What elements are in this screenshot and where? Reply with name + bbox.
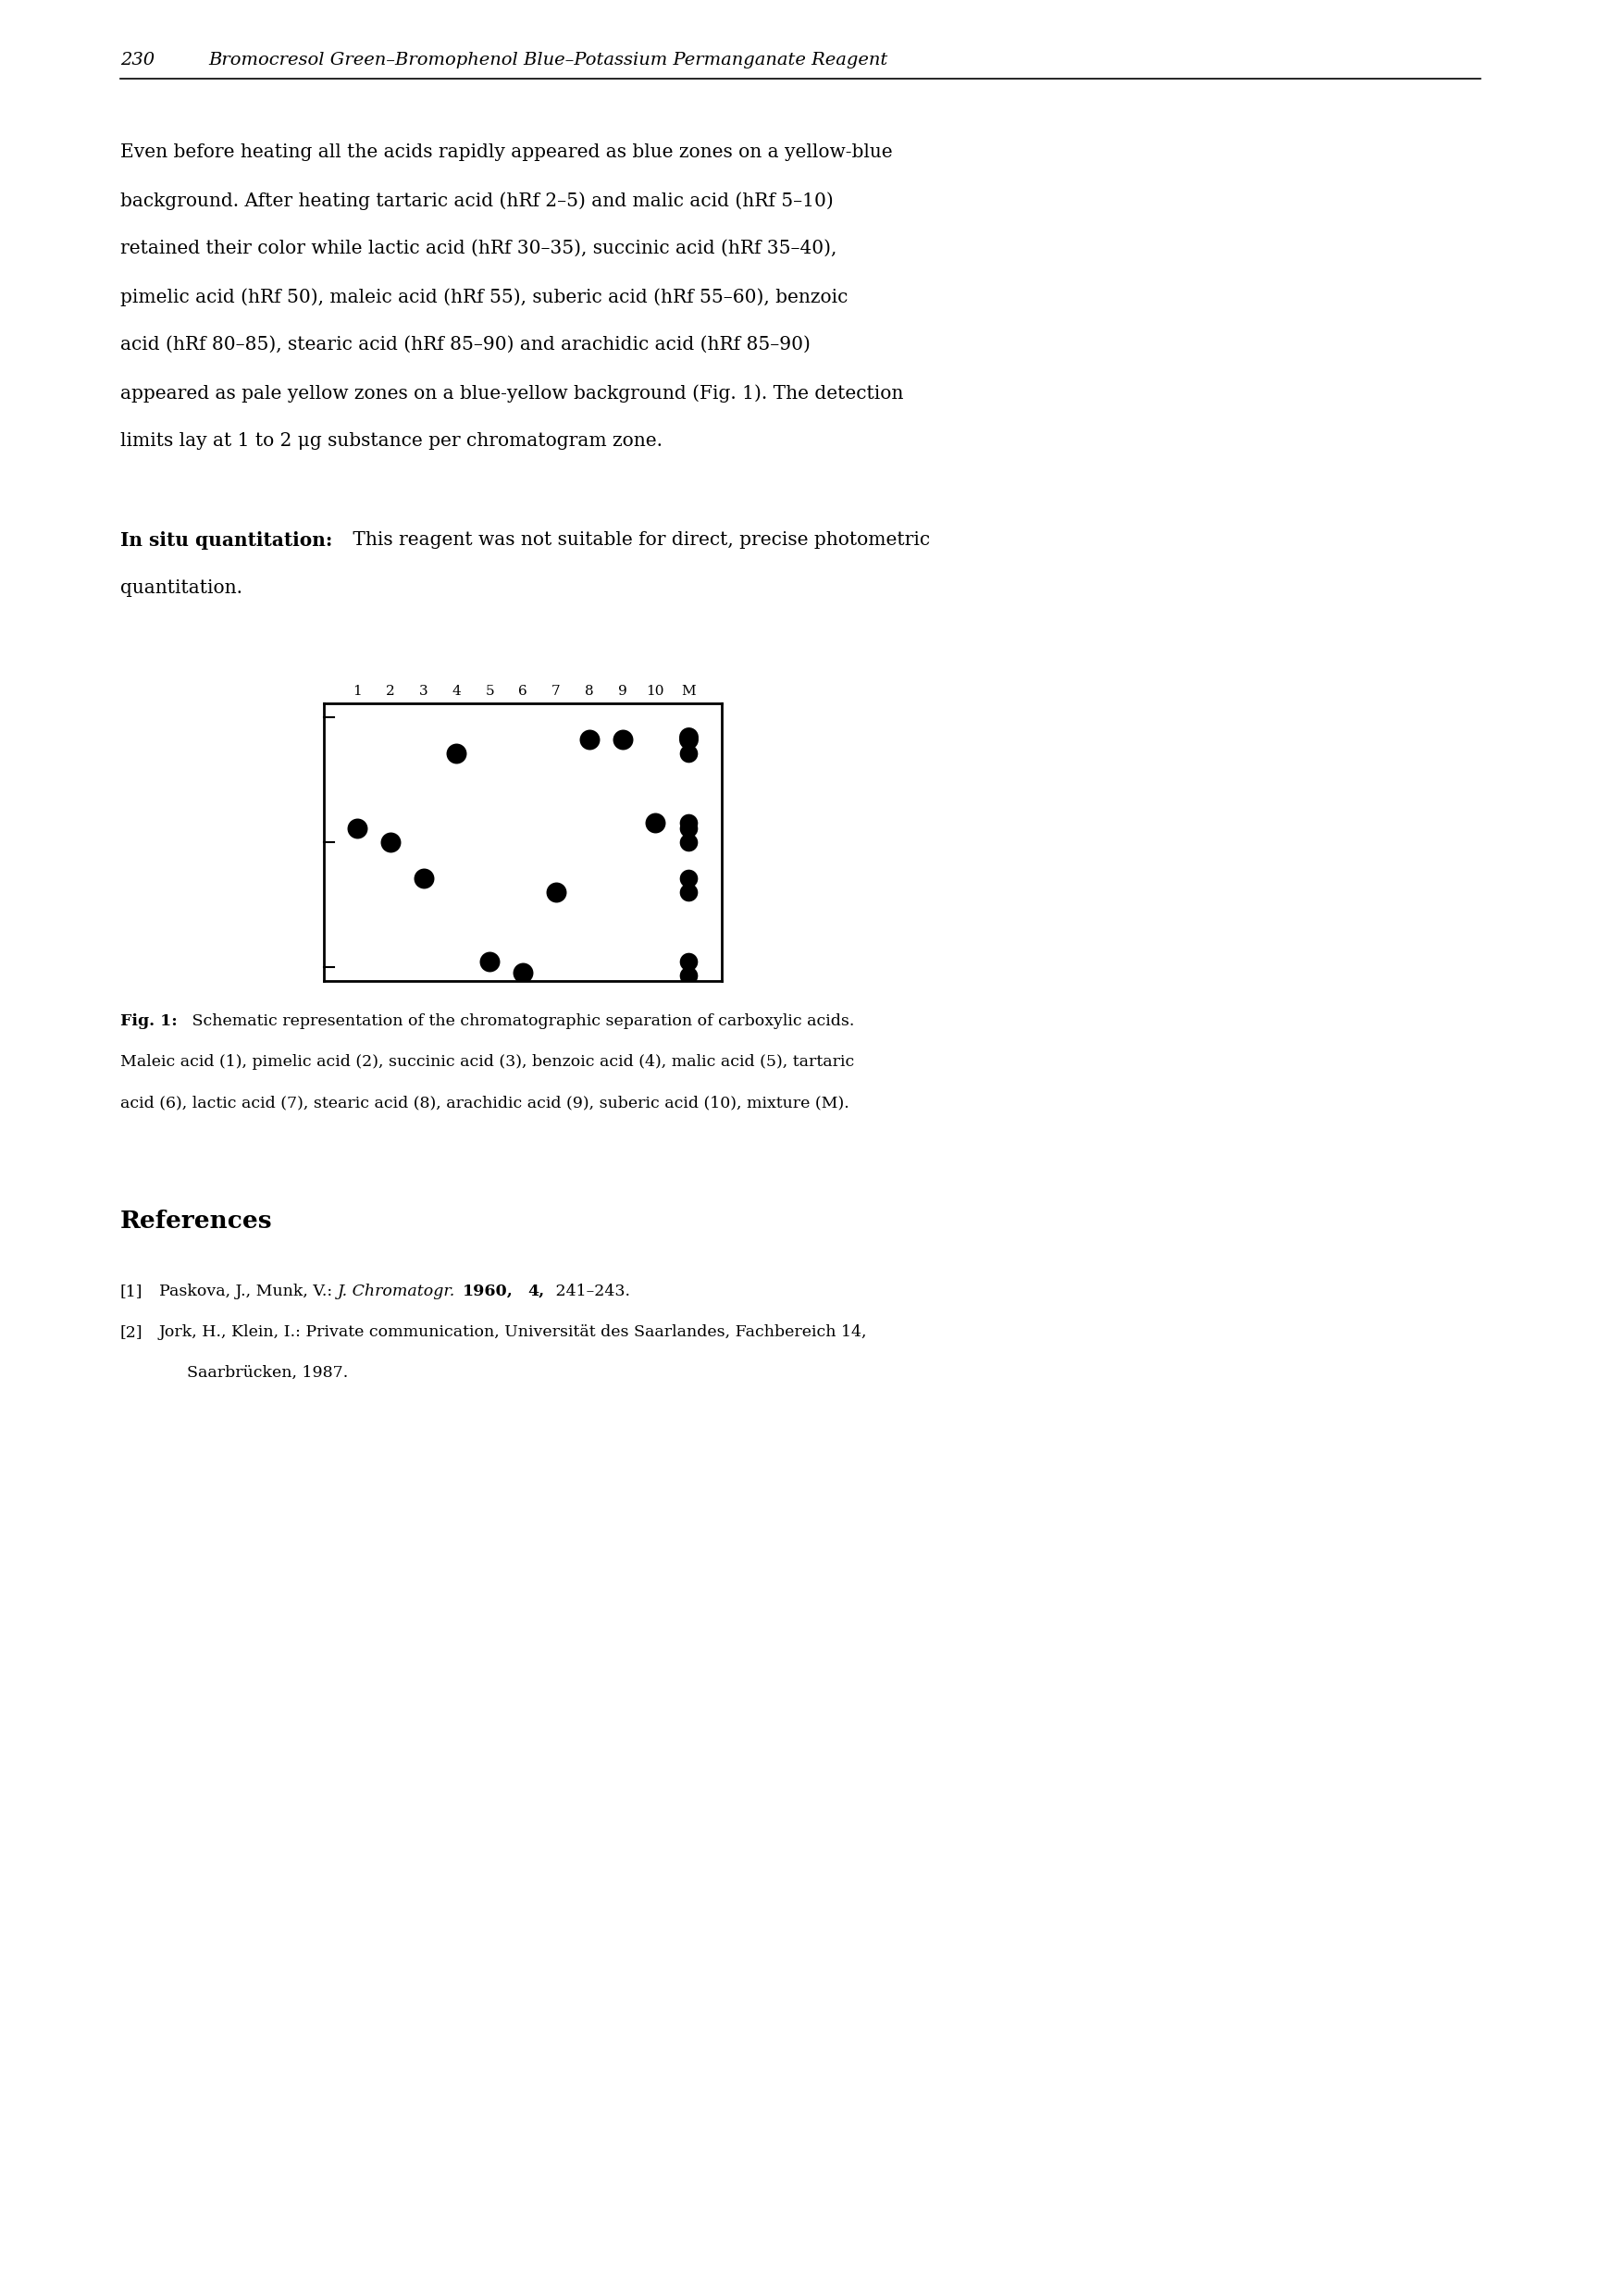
- Point: [676, 719, 702, 755]
- Text: In situ quantitation:: In situ quantitation:: [120, 530, 332, 549]
- Text: 5: 5: [486, 684, 494, 698]
- Text: Maleic acid (1), pimelic acid (2), succinic acid (3), benzoic acid (4), malic ac: Maleic acid (1), pimelic acid (2), succi…: [120, 1054, 855, 1070]
- Point: [676, 721, 702, 758]
- Text: Saarbrücken, 1987.: Saarbrücken, 1987.: [187, 1366, 348, 1380]
- Text: 8: 8: [585, 684, 593, 698]
- Point: [676, 810, 702, 847]
- Text: 4,: 4,: [527, 1283, 545, 1300]
- Point: [676, 824, 702, 861]
- Point: [377, 824, 403, 861]
- Point: [411, 861, 436, 898]
- Text: References: References: [120, 1210, 273, 1233]
- Text: Even before heating all the acids rapidly appeared as blue zones on a yellow-blu: Even before heating all the acids rapidl…: [120, 142, 893, 161]
- Text: Fig. 1:: Fig. 1:: [120, 1013, 177, 1029]
- Point: [642, 804, 668, 840]
- Text: Bromocresol Green–Bromophenol Blue–Potassium Permanganate Reagent: Bromocresol Green–Bromophenol Blue–Potas…: [208, 53, 887, 69]
- Text: Paskova, J., Munk, V.:: Paskova, J., Munk, V.:: [160, 1283, 337, 1300]
- Point: [344, 810, 369, 847]
- Point: [676, 861, 702, 898]
- Text: acid (hRf 80–85), stearic acid (hRf 85–90) and arachidic acid (hRf 85–90): acid (hRf 80–85), stearic acid (hRf 85–9…: [120, 335, 810, 354]
- Text: limits lay at 1 to 2 μg substance per chromatogram zone.: limits lay at 1 to 2 μg substance per ch…: [120, 432, 663, 450]
- Point: [577, 721, 602, 758]
- Text: [1]: [1]: [120, 1283, 142, 1300]
- Text: 10: 10: [647, 684, 665, 698]
- Text: background. After heating tartaric acid (hRf 2–5) and malic acid (hRf 5–10): background. After heating tartaric acid …: [120, 191, 834, 209]
- Point: [609, 721, 634, 758]
- Text: pimelic acid (hRf 50), maleic acid (hRf 55), suberic acid (hRf 55–60), benzoic: pimelic acid (hRf 50), maleic acid (hRf …: [120, 287, 849, 305]
- Text: acid (6), lactic acid (7), stearic acid (8), arachidic acid (9), suberic acid (1: acid (6), lactic acid (7), stearic acid …: [120, 1095, 849, 1111]
- Text: Jork, H., Klein, I.: Private communication, Universität des Saarlandes, Fachbere: Jork, H., Klein, I.: Private communicati…: [160, 1325, 868, 1341]
- Text: 9: 9: [618, 684, 626, 698]
- Text: 2: 2: [385, 684, 395, 698]
- Point: [676, 944, 702, 980]
- Text: 6: 6: [518, 684, 527, 698]
- Text: 1960,: 1960,: [463, 1283, 513, 1300]
- Point: [444, 735, 470, 771]
- Text: quantitation.: quantitation.: [120, 579, 243, 597]
- Text: [2]: [2]: [120, 1325, 144, 1341]
- Text: This reagent was not suitable for direct, precise photometric: This reagent was not suitable for direct…: [347, 530, 930, 549]
- Point: [543, 875, 569, 912]
- Point: [676, 957, 702, 994]
- Text: retained their color while lactic acid (hRf 30–35), succinic acid (hRf 35–40),: retained their color while lactic acid (…: [120, 239, 837, 257]
- Text: M: M: [681, 684, 695, 698]
- Point: [676, 804, 702, 840]
- Point: [476, 944, 502, 980]
- Text: 4: 4: [452, 684, 460, 698]
- Text: 7: 7: [551, 684, 561, 698]
- Text: 230: 230: [120, 53, 155, 69]
- Text: 241–243.: 241–243.: [551, 1283, 630, 1300]
- Point: [676, 735, 702, 771]
- Text: 3: 3: [419, 684, 428, 698]
- Text: Schematic representation of the chromatographic separation of carboxylic acids.: Schematic representation of the chromato…: [187, 1013, 855, 1029]
- Text: J. Chromatogr.: J. Chromatogr.: [337, 1283, 455, 1300]
- Point: [510, 955, 535, 992]
- Text: appeared as pale yellow zones on a blue-yellow background (Fig. 1). The detectio: appeared as pale yellow zones on a blue-…: [120, 383, 903, 402]
- Point: [676, 875, 702, 912]
- Text: 1: 1: [353, 684, 361, 698]
